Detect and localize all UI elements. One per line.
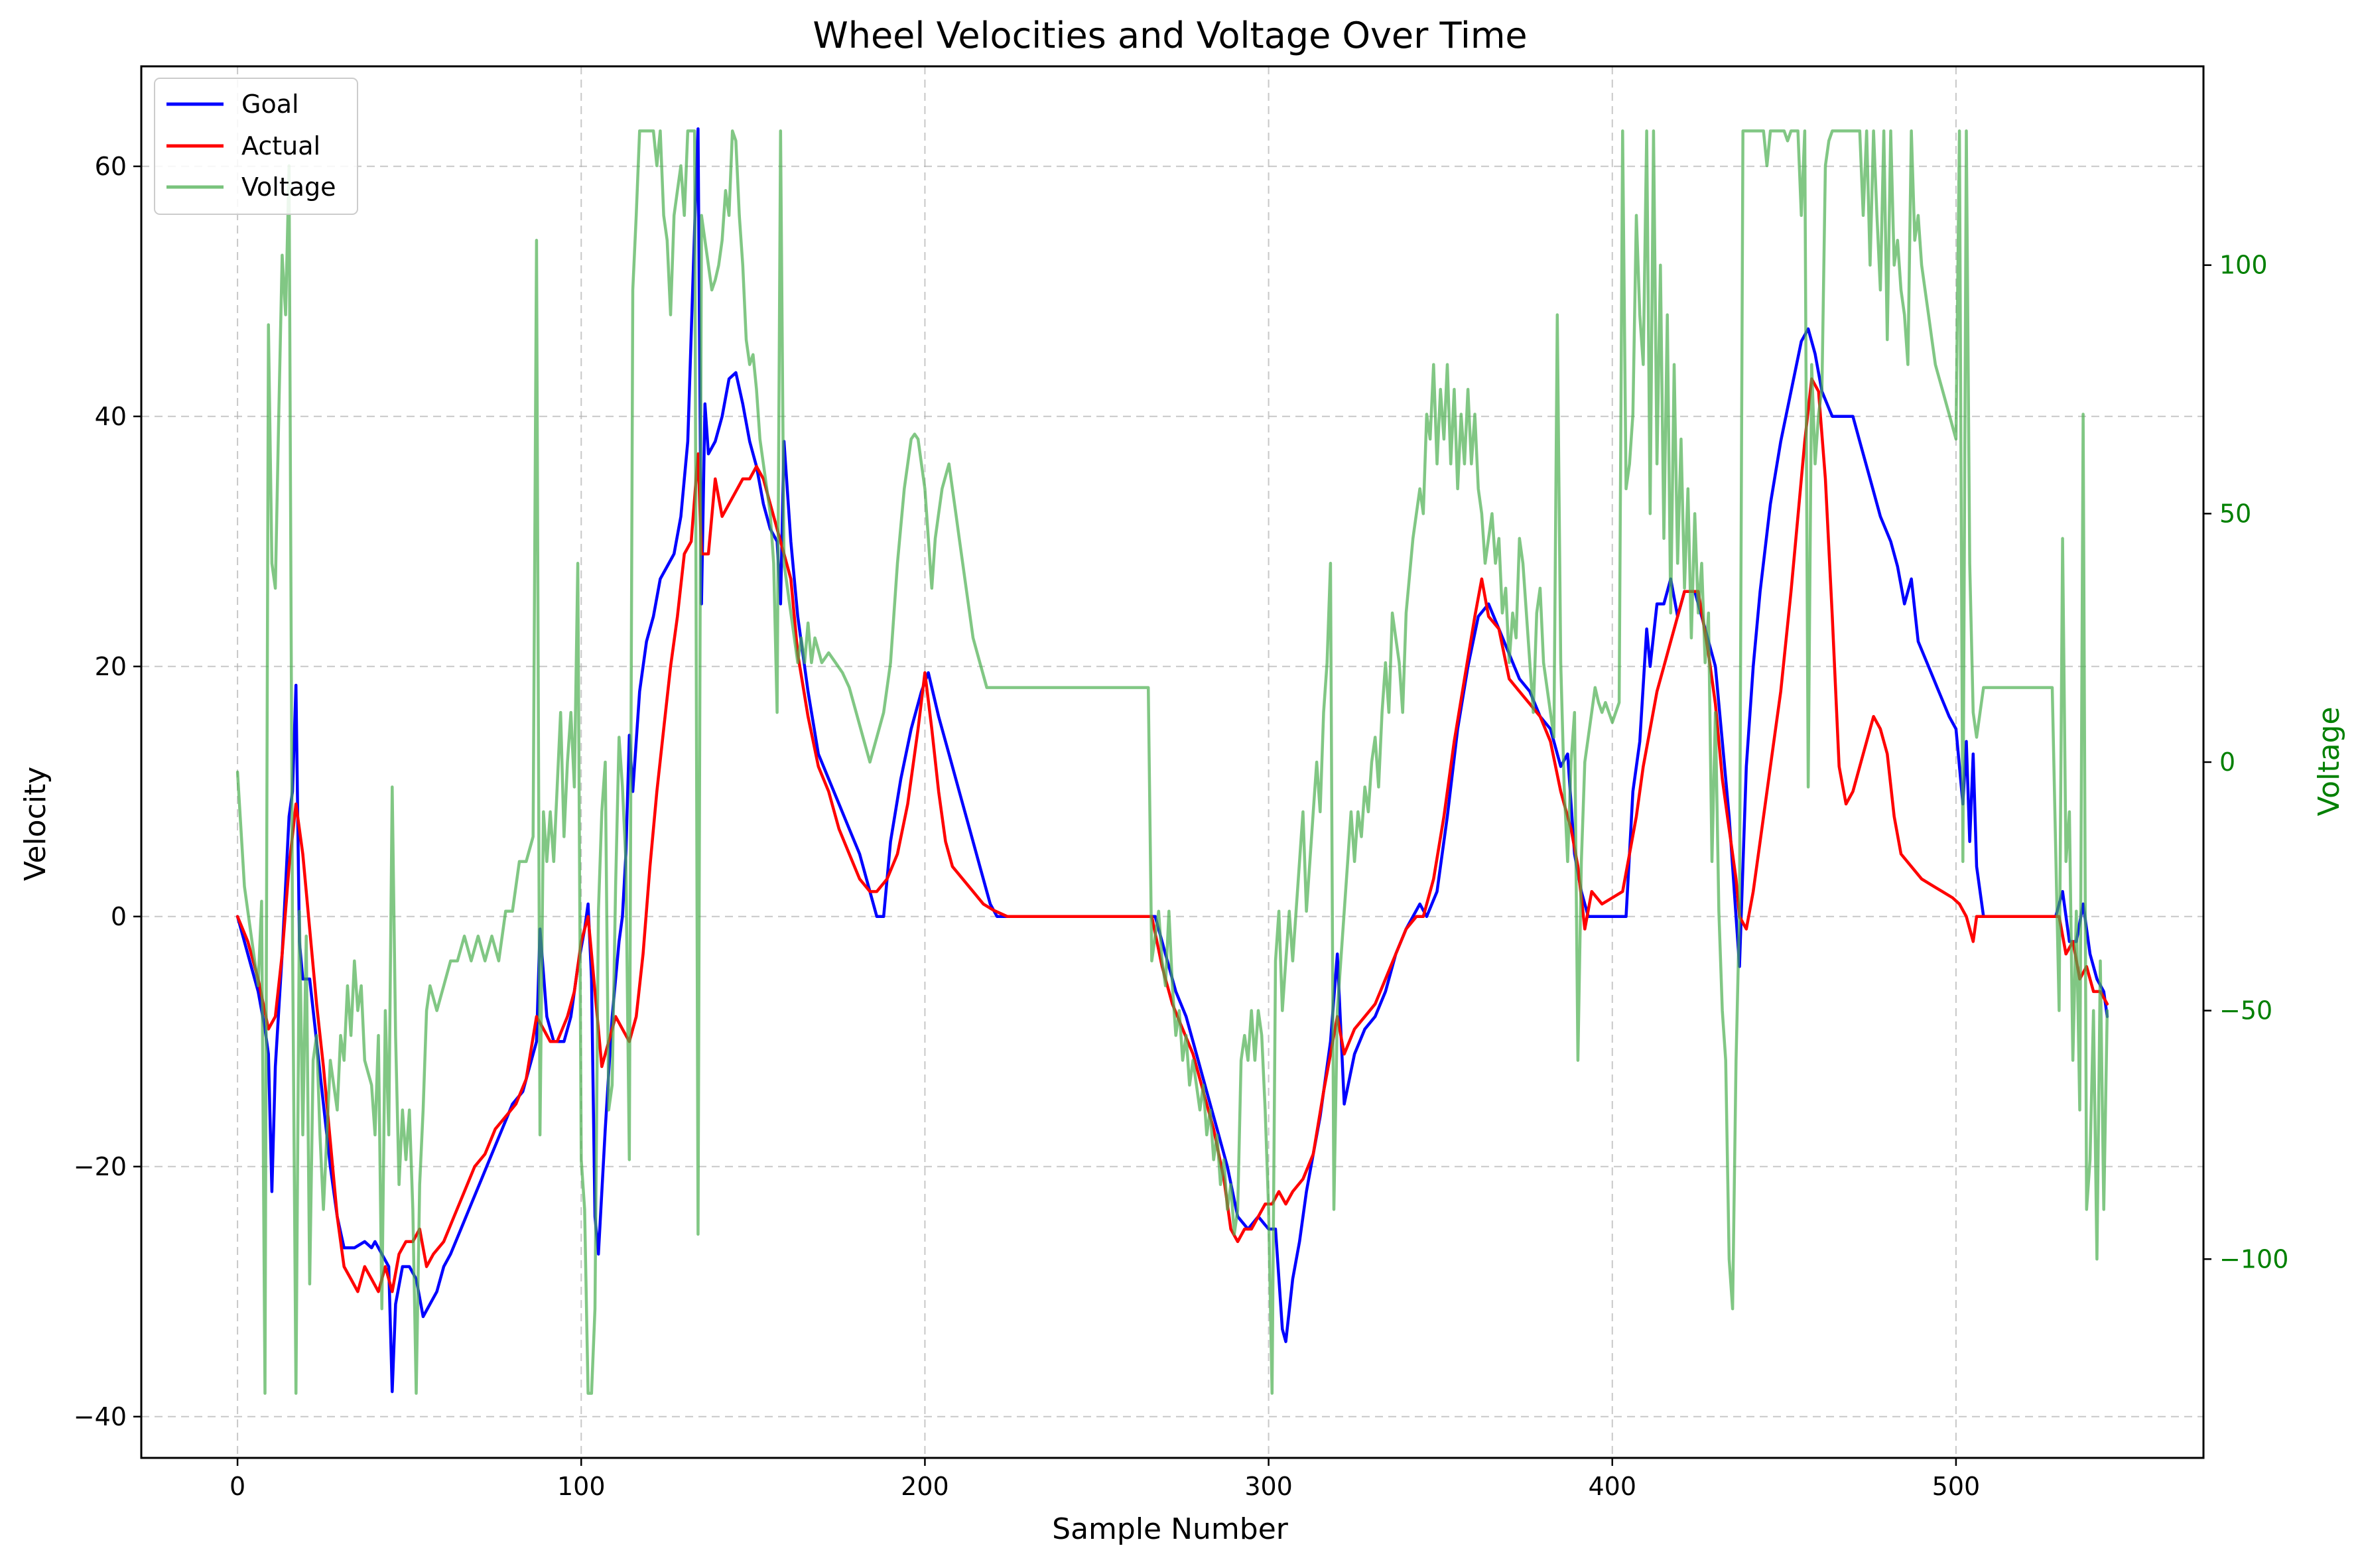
y2-tick-label: −50 <box>2219 996 2272 1025</box>
ticks: 0 100 200 300 400 500 −40 −20 0 20 40 60 −100 −50 0 50 1… <box>74 152 2289 1501</box>
x-tick-label: 300 <box>1244 1472 1293 1501</box>
legend-label-goal: Goal <box>241 90 299 119</box>
y-tick-label: 20 <box>95 652 127 681</box>
y-tick-label: −40 <box>74 1402 127 1431</box>
legend-label-voltage: Voltage <box>241 172 336 202</box>
y-tick-label: 0 <box>111 902 127 931</box>
legend: Goal Actual Voltage <box>154 78 358 215</box>
legend-label-actual: Actual <box>241 131 320 161</box>
chart-title: Wheel Velocities and Voltage Over Time <box>813 15 1527 56</box>
series-layer <box>235 127 2109 1395</box>
x-tick-label: 0 <box>229 1472 245 1501</box>
x-tick-label: 200 <box>901 1472 949 1501</box>
y-axis-label: Velocity <box>19 767 52 882</box>
legend-box <box>154 78 358 215</box>
y2-axis-label: Voltage <box>2312 706 2346 816</box>
x-axis-label: Sample Number <box>1052 1512 1289 1546</box>
x-tick-label: 100 <box>557 1472 606 1501</box>
series-line-voltage <box>235 129 2109 1395</box>
y-tick-label: 60 <box>95 152 127 181</box>
y-tick-label: −20 <box>74 1152 127 1181</box>
y-tick-label: 40 <box>95 402 127 431</box>
x-tick-label: 500 <box>1932 1472 1981 1501</box>
y2-tick-label: 50 <box>2219 499 2251 528</box>
y2-tick-label: 0 <box>2219 748 2235 777</box>
y2-tick-label: −100 <box>2219 1244 2288 1274</box>
x-tick-label: 400 <box>1588 1472 1636 1501</box>
y2-tick-label: 100 <box>2219 251 2268 280</box>
